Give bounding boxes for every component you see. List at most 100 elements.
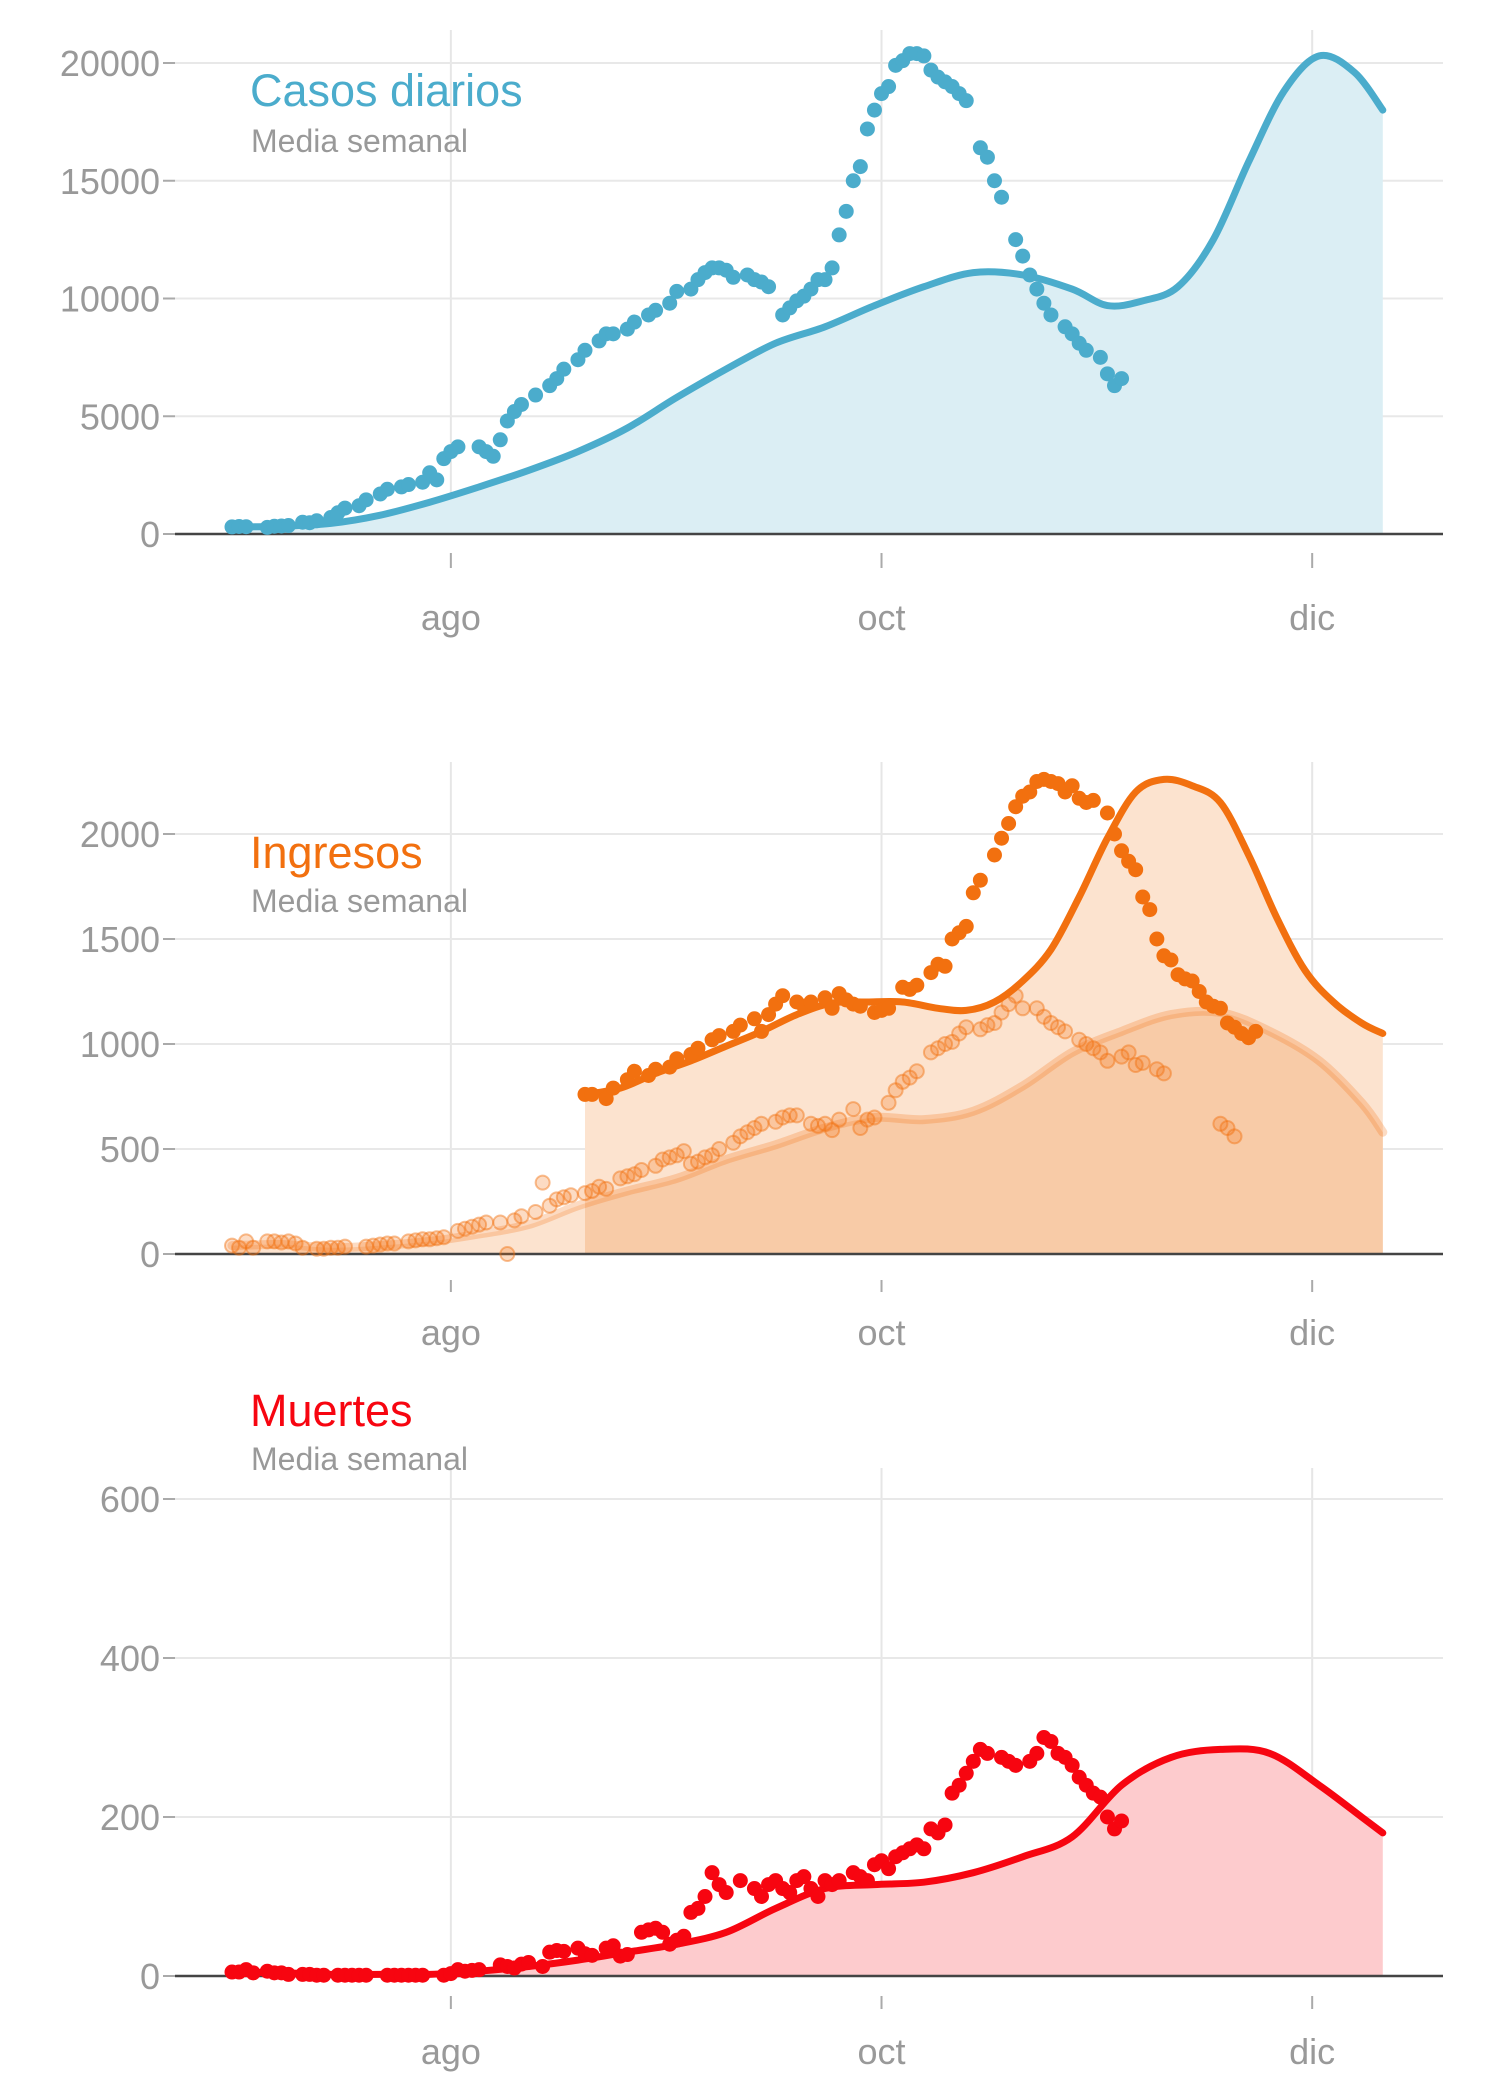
chart-subtitle: Media semanal <box>251 1441 468 1477</box>
data-point <box>245 1239 262 1256</box>
data-point <box>548 1191 565 1208</box>
data-point <box>1064 778 1080 794</box>
data-point <box>379 1235 396 1252</box>
data-point <box>986 1015 1003 1031</box>
data-point <box>471 1216 488 1233</box>
data-point <box>662 295 678 311</box>
data-point <box>908 1063 925 1080</box>
data-point <box>280 1966 296 1982</box>
data-point <box>718 1885 734 1901</box>
data-point <box>238 519 254 535</box>
data-point <box>1014 1000 1031 1017</box>
data-point <box>492 1214 509 1231</box>
data-point <box>528 387 544 403</box>
data-point <box>619 1947 635 1963</box>
data-point <box>725 269 741 285</box>
y-tick-label: 600 <box>100 1479 160 1520</box>
data-point <box>1078 1036 1095 1052</box>
data-point <box>725 1134 742 1151</box>
data-point <box>521 1954 537 1970</box>
y-tick-label: 200 <box>100 1797 160 1838</box>
data-point <box>245 1965 261 1981</box>
data-point <box>287 1235 304 1252</box>
data-point <box>1099 1052 1116 1069</box>
data-point <box>668 1147 685 1164</box>
data-point <box>922 1044 939 1061</box>
y-tick-label: 1000 <box>80 1024 160 1065</box>
data-point <box>1248 1023 1264 1039</box>
y-tick-label: 10000 <box>60 279 160 320</box>
data-point <box>852 1120 869 1136</box>
data-point <box>1226 1128 1243 1145</box>
data-point <box>379 481 395 497</box>
data-point <box>648 302 664 318</box>
data-point <box>648 1061 664 1077</box>
data-point <box>809 1117 826 1134</box>
y-tick-label: 0 <box>140 514 160 555</box>
data-point <box>894 1073 911 1090</box>
data-point <box>817 990 833 1006</box>
data-point <box>774 1109 791 1126</box>
data-point <box>556 1943 572 1959</box>
data-point <box>605 1080 621 1096</box>
data-point <box>1114 843 1130 859</box>
data-point <box>1022 267 1038 283</box>
y-tick-label: 400 <box>100 1638 160 1679</box>
data-point <box>626 1063 642 1079</box>
data-point <box>591 1178 608 1195</box>
data-point <box>732 1017 748 1033</box>
data-point <box>994 189 1010 205</box>
data-point <box>711 1028 727 1044</box>
data-point <box>937 1817 953 1833</box>
data-point <box>661 1149 678 1166</box>
data-point <box>238 1233 255 1250</box>
data-point <box>1092 1789 1108 1805</box>
data-point <box>315 1240 332 1257</box>
data-point <box>1008 799 1024 815</box>
data-point <box>739 1124 756 1141</box>
data-point <box>972 872 988 888</box>
data-point <box>556 361 572 377</box>
data-point <box>669 283 685 299</box>
chart-title: Casos diarios <box>250 65 523 116</box>
data-point <box>1155 1065 1172 1082</box>
data-point <box>824 1122 841 1139</box>
data-point <box>337 500 353 516</box>
data-point <box>704 1865 720 1881</box>
data-point <box>1113 1048 1130 1065</box>
data-point <box>994 830 1010 846</box>
data-point <box>916 48 932 64</box>
x-tick-label-oct: oct <box>858 1312 906 1353</box>
data-point <box>972 1021 989 1038</box>
data-point <box>386 1235 403 1252</box>
data-point <box>471 1962 487 1978</box>
data-point <box>1142 902 1158 918</box>
data-point <box>506 1212 523 1229</box>
data-point <box>937 1036 954 1052</box>
data-point <box>831 227 847 243</box>
data-point <box>654 1151 671 1168</box>
data-point <box>400 1233 417 1250</box>
data-point <box>421 1231 438 1248</box>
data-point <box>1043 1733 1059 1749</box>
data-point <box>697 1149 714 1166</box>
data-point <box>986 173 1002 189</box>
data-point <box>958 1019 975 1036</box>
data-point <box>881 1000 897 1016</box>
data-point <box>845 1101 862 1118</box>
data-point <box>782 1885 798 1901</box>
data-point <box>513 396 529 412</box>
data-point <box>781 1107 798 1124</box>
data-point <box>880 1094 897 1111</box>
data-point <box>1036 295 1052 311</box>
data-point <box>280 518 296 534</box>
area-fill-casos <box>232 55 1383 534</box>
data-point <box>428 1230 445 1247</box>
data-point <box>655 1924 671 1940</box>
data-point <box>887 1082 904 1099</box>
data-point <box>449 1222 466 1239</box>
data-point <box>732 1128 749 1145</box>
data-point <box>979 1017 996 1034</box>
area-fill-ingresos-secondary-early <box>232 1203 585 1254</box>
y-tick-label: 0 <box>140 1956 160 1997</box>
